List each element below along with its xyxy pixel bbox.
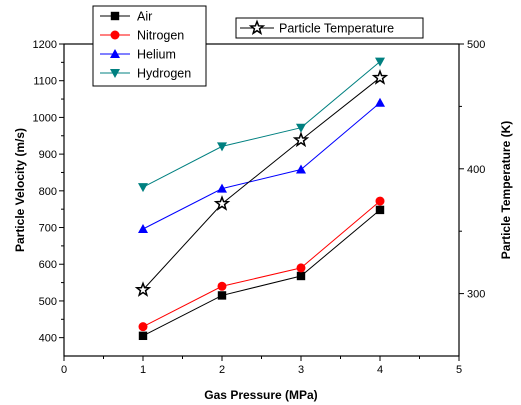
- series-line: [142, 102, 381, 230]
- y-tick-label: 600: [39, 259, 57, 271]
- y-tick-label: 800: [39, 186, 57, 198]
- data-point: [138, 183, 148, 193]
- data-point: [375, 57, 385, 67]
- series-hydrogen: [138, 57, 385, 193]
- data-point: [375, 97, 385, 107]
- legend-marker: [248, 19, 266, 36]
- y2-tick-label: 300: [467, 289, 485, 301]
- x-tick-label: 5: [456, 364, 462, 376]
- y-tick-label: 400: [39, 333, 57, 345]
- series-line: [142, 77, 381, 291]
- y2-tick-label: 400: [467, 164, 485, 176]
- data-point: [217, 281, 227, 291]
- legend-temperature: Particle Temperature: [235, 17, 424, 39]
- data-point: [296, 164, 306, 174]
- y-tick-label: 1200: [33, 39, 57, 51]
- data-point: [371, 69, 389, 85]
- legend-marker: [110, 11, 120, 21]
- data-point: [138, 322, 148, 332]
- series-air: [138, 205, 385, 341]
- plot-frame: [63, 43, 460, 357]
- legend-label: Air: [137, 10, 152, 24]
- x-axis: 0 1 2 3 4 5: [61, 356, 462, 376]
- x-tick-label: 1: [140, 364, 146, 376]
- data-point: [217, 142, 227, 152]
- y-tick-label: 1100: [33, 76, 57, 88]
- series-nitrogen: [138, 196, 385, 332]
- series-line: [142, 209, 381, 337]
- x-tick-label: 2: [219, 364, 225, 376]
- data-point: [138, 223, 148, 233]
- legend-label: Helium: [137, 48, 176, 62]
- legend: Air Nitrogen Helium Hydrogen: [92, 5, 207, 87]
- data-point: [296, 123, 306, 133]
- data-point: [296, 263, 306, 273]
- data-point: [292, 131, 310, 148]
- y2-tick-label: 500: [467, 39, 485, 51]
- data-point: [213, 195, 231, 211]
- legend-marker: [110, 69, 120, 78]
- legend-marker: [110, 49, 120, 58]
- legend-label: Particle Temperature: [279, 22, 394, 36]
- x-tick-label: 3: [298, 364, 304, 376]
- x-tick-label: 4: [377, 364, 383, 376]
- y-axis-title: Particle Velocity (m/s): [13, 128, 27, 252]
- y-tick-label: 700: [39, 223, 57, 235]
- legend-box: [235, 17, 424, 39]
- legend-label: Hydrogen: [137, 67, 191, 81]
- series-line: [142, 61, 381, 188]
- y-tick-label: 1000: [33, 112, 57, 124]
- data-point: [296, 271, 306, 281]
- series-layer: [134, 57, 389, 341]
- series-helium: [138, 97, 385, 233]
- legend-label: Nitrogen: [137, 29, 184, 43]
- plot-area: [63, 43, 460, 357]
- y2-axis-title: Particle Temperature (K): [499, 121, 513, 260]
- legend-marker: [110, 30, 120, 40]
- series-particle-temperature: [134, 69, 389, 297]
- data-point: [217, 183, 227, 193]
- data-point: [375, 196, 385, 206]
- y-axis-right: 300 400 500: [459, 39, 485, 301]
- y-tick-label: 500: [39, 296, 57, 308]
- y-tick-label: 900: [39, 149, 57, 161]
- data-point: [138, 331, 148, 341]
- series-line: [142, 200, 381, 328]
- x-tick-label: 0: [61, 364, 67, 376]
- data-point: [375, 205, 385, 215]
- x-axis-title: Gas Pressure (MPa): [204, 388, 317, 402]
- data-point: [134, 281, 152, 297]
- data-point: [217, 291, 227, 300]
- y-axis-left: 400 500 600 700 800 900 1000 1100 1200: [33, 39, 64, 345]
